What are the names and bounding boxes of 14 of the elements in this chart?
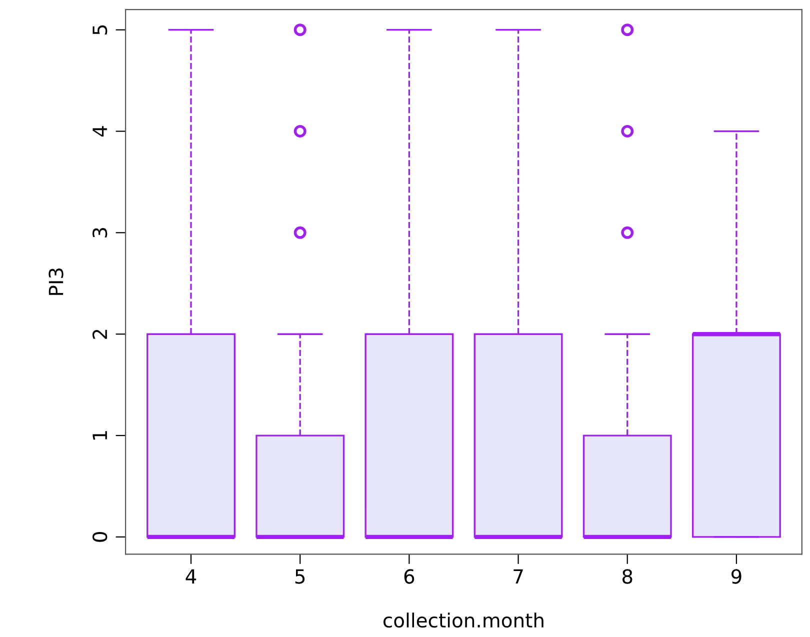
y-tick-label: 3 bbox=[92, 228, 108, 238]
x-tick-label: 9 bbox=[731, 569, 742, 584]
y-tick-label: 1 bbox=[92, 431, 107, 440]
x-tick-label: 7 bbox=[514, 569, 523, 584]
y-tick-label: 0 bbox=[92, 532, 108, 542]
x-tick-label: 8 bbox=[622, 569, 632, 584]
x-tick-label: 5 bbox=[295, 569, 305, 584]
y-tick-label: 2 bbox=[92, 330, 107, 339]
x-tick-label: 4 bbox=[186, 569, 196, 584]
x-axis-title: collection.month bbox=[384, 612, 544, 628]
y-tick-label: 4 bbox=[92, 126, 107, 136]
x-tick-label: 6 bbox=[404, 569, 414, 584]
y-axis-title: PI3 bbox=[48, 268, 64, 295]
y-tick-label: 5 bbox=[92, 25, 108, 35]
